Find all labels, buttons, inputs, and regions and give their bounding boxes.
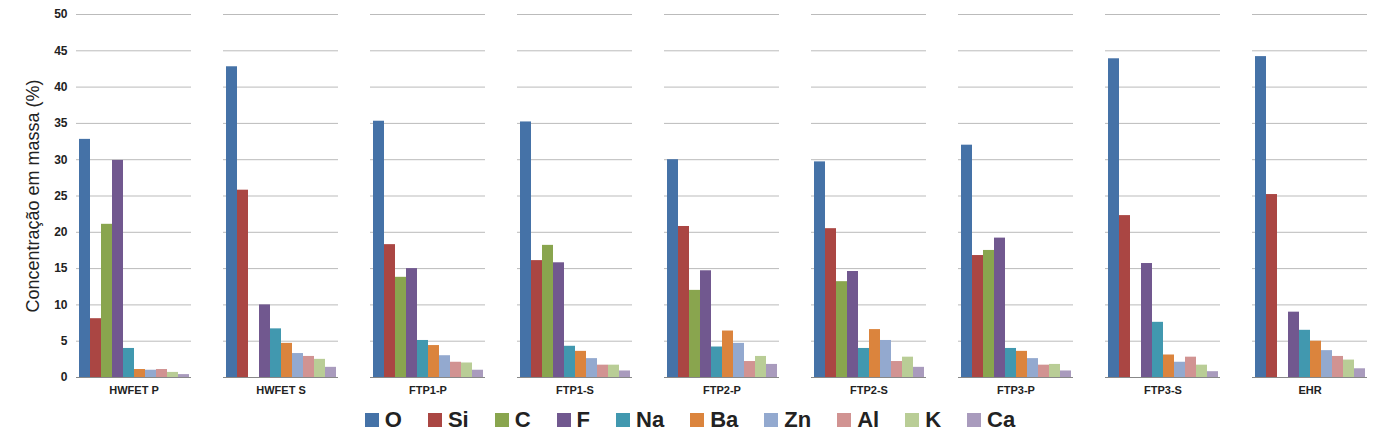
svg-text:25: 25	[54, 189, 68, 203]
svg-text:FTP1-S: FTP1-S	[556, 384, 594, 396]
html-text:Ba: Ba	[710, 407, 739, 432]
svg-text:HWFET P: HWFET P	[109, 384, 159, 396]
svg-text:50: 50	[54, 7, 68, 21]
html-text:F: F	[576, 407, 590, 432]
svg-text:FTP3-P: FTP3-P	[997, 384, 1035, 396]
html-text:K: K	[925, 407, 942, 432]
svg-text:FTP2-P: FTP2-P	[703, 384, 741, 396]
html-text:Ca: Ca	[987, 407, 1016, 432]
svg-text:10: 10	[54, 298, 68, 312]
html-text:C: C	[514, 407, 531, 432]
svg-text:45: 45	[54, 44, 68, 58]
html-text:O: O	[384, 407, 402, 432]
svg-text:5: 5	[61, 334, 68, 348]
svg-text:FTP2-S: FTP2-S	[850, 384, 888, 396]
svg-text:15: 15	[54, 261, 68, 275]
svg-text:40: 40	[54, 80, 68, 94]
svg-text:20: 20	[54, 225, 68, 239]
html-text:Al: Al	[857, 407, 880, 432]
svg-text:FTP1-P: FTP1-P	[409, 384, 447, 396]
svg-text:30: 30	[54, 153, 68, 167]
svg-text:HWFET S: HWFET S	[256, 384, 306, 396]
html-text:Si: Si	[447, 407, 469, 432]
svg-text:35: 35	[54, 116, 68, 130]
svg-text:Concentração em massa (%): Concentração em massa (%)	[23, 79, 43, 312]
html-text:Zn: Zn	[784, 407, 812, 432]
html-text:Na: Na	[636, 407, 665, 432]
svg-text:FTP3-S: FTP3-S	[1144, 384, 1182, 396]
svg-text:0: 0	[61, 370, 68, 384]
svg-text:EHR: EHR	[1298, 384, 1321, 396]
